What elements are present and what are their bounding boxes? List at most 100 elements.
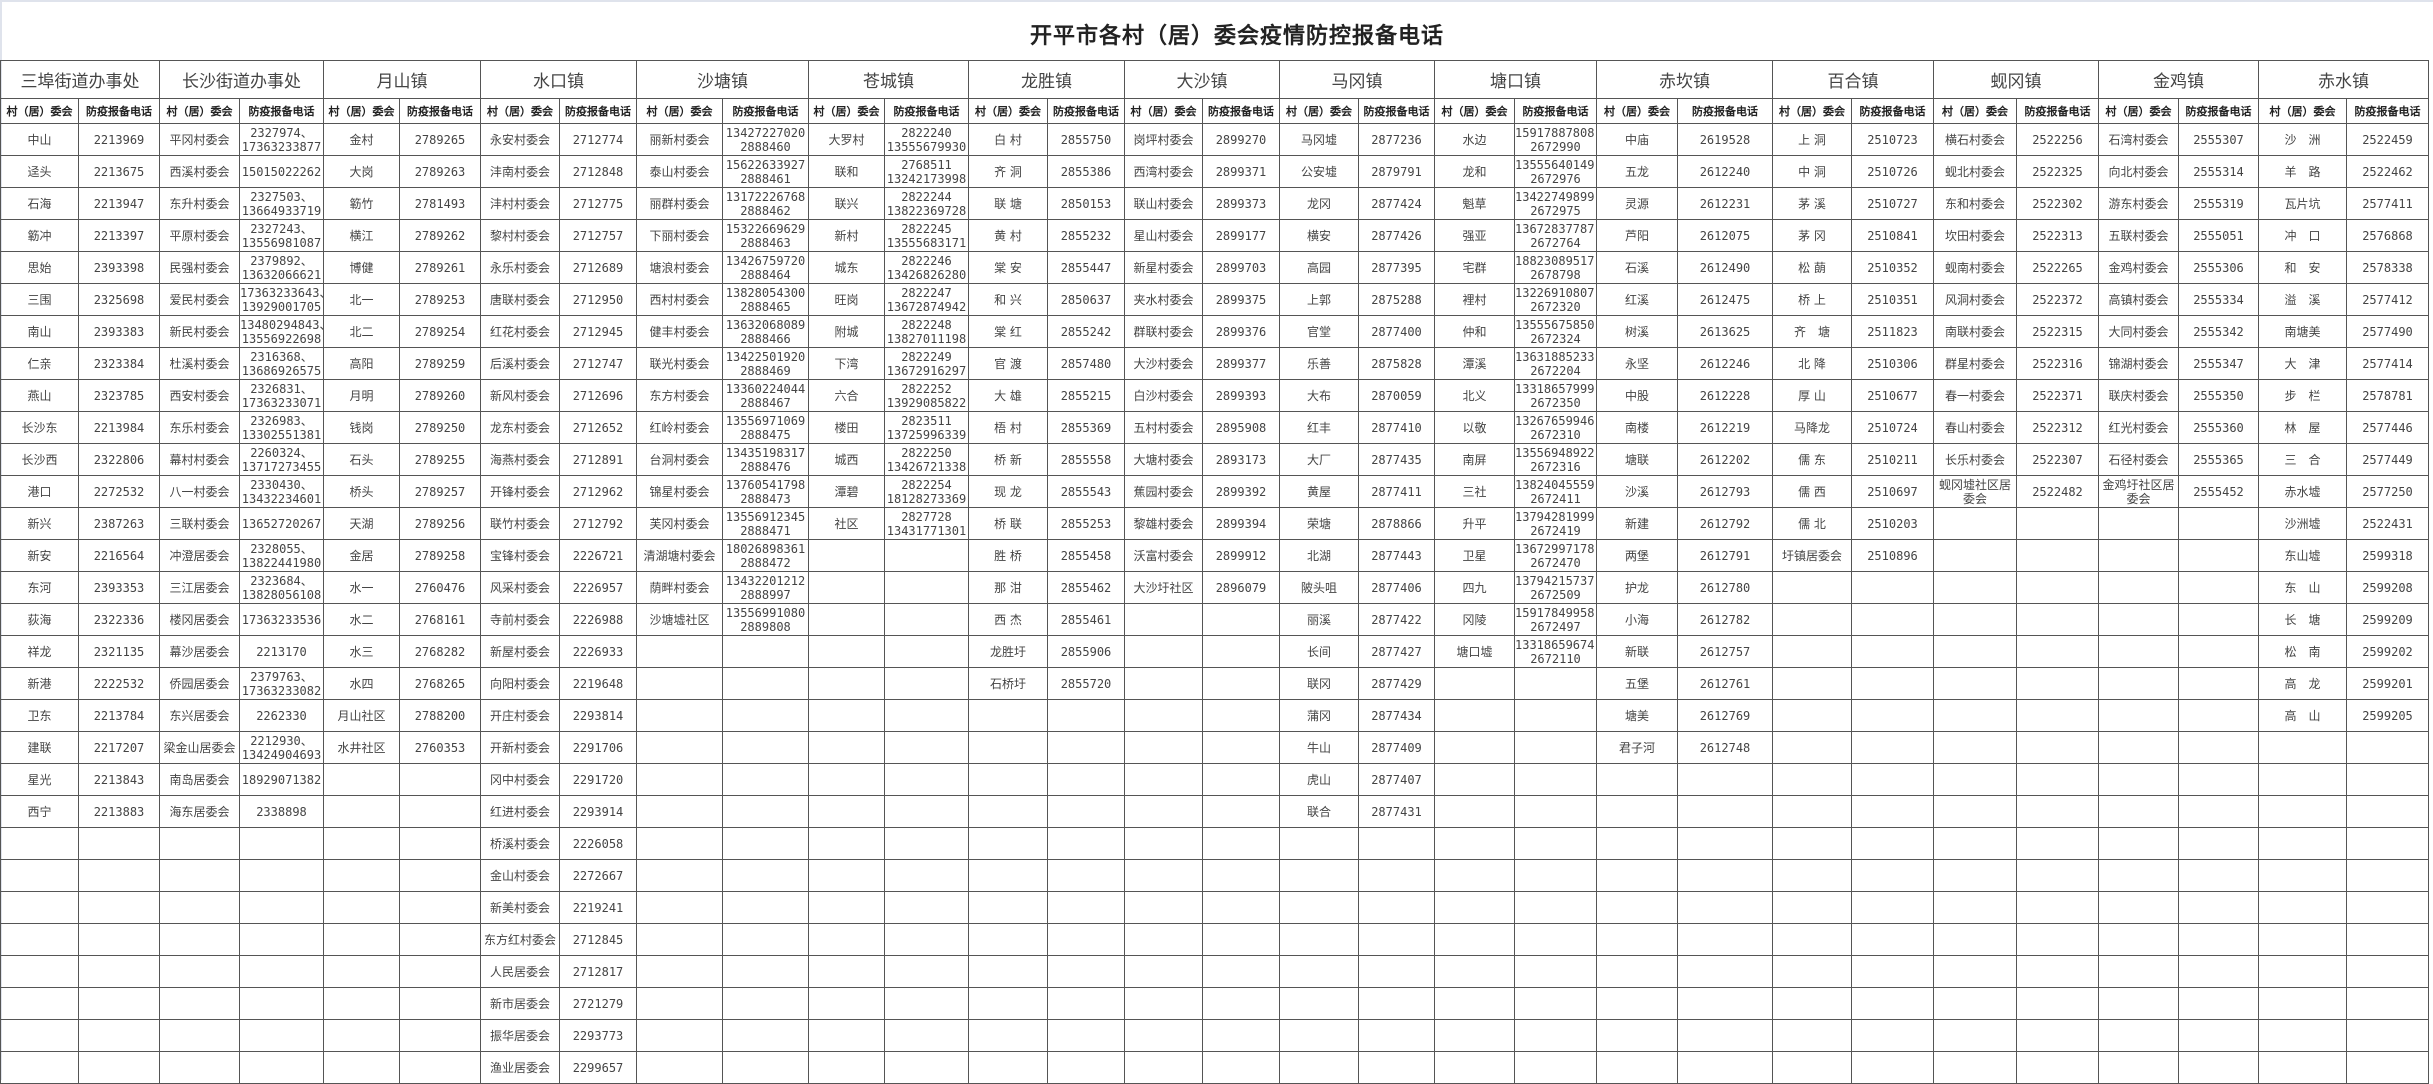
- empty-cell: [1515, 668, 1597, 700]
- empty-cell: [1435, 956, 1515, 988]
- phone-cell: 2612219: [1678, 412, 1773, 444]
- committee-name-cell: 人民居委会: [481, 956, 560, 988]
- phone-cell: 2555334: [2179, 284, 2259, 316]
- empty-cell: [2179, 732, 2259, 764]
- empty-cell: [240, 1052, 324, 1084]
- phone-cell: 2293773: [560, 1020, 637, 1052]
- empty-cell: [1048, 1052, 1125, 1084]
- empty-cell: [1280, 1052, 1359, 1084]
- phone-cell: 2823511 13725996339: [885, 412, 969, 444]
- phone-column-header: 防疫报备电话: [1048, 99, 1125, 124]
- committee-name-cell: 大 雄: [969, 380, 1048, 412]
- phone-cell: 2226933: [560, 636, 637, 668]
- phone-cell: 2577414: [2347, 348, 2429, 380]
- empty-cell: [1852, 668, 1934, 700]
- committee-name-cell: 芙冈村委会: [637, 508, 723, 540]
- phone-cell: 2789258: [400, 540, 481, 572]
- phone-cell: 2789253: [400, 284, 481, 316]
- committee-name-cell: 蒲冈: [1280, 700, 1359, 732]
- phone-cell: 2522265: [2017, 252, 2099, 284]
- committee-name-cell: 锦湖村委会: [2099, 348, 2179, 380]
- empty-cell: [1435, 892, 1515, 924]
- empty-cell: [723, 1020, 809, 1052]
- town-header: 月山镇: [324, 61, 481, 99]
- empty-cell: [2259, 924, 2347, 956]
- committee-name-cell: 新联: [1597, 636, 1678, 668]
- empty-cell: [637, 1052, 723, 1084]
- empty-cell: [324, 860, 400, 892]
- committee-name-cell: 幕村村委会: [160, 444, 240, 476]
- committee-name-cell: 金居: [324, 540, 400, 572]
- empty-cell: [79, 1020, 160, 1052]
- empty-cell: [2179, 924, 2259, 956]
- empty-cell: [1359, 924, 1435, 956]
- committee-name-cell: 卫东: [1, 700, 79, 732]
- phone-column-header: 防疫报备电话: [2347, 99, 2429, 124]
- phone-cell: 13556991080 2889808: [723, 604, 809, 636]
- town-header: 赤坎镇: [1597, 61, 1773, 99]
- empty-cell: [1203, 668, 1280, 700]
- committee-name-cell: 长乐村委会: [1934, 444, 2017, 476]
- phone-cell: 2612757: [1678, 636, 1773, 668]
- empty-cell: [2347, 860, 2429, 892]
- empty-cell: [885, 700, 969, 732]
- empty-cell: [1125, 860, 1203, 892]
- phone-cell: 2899270: [1203, 124, 1280, 156]
- empty-cell: [1515, 860, 1597, 892]
- empty-cell: [2099, 700, 2179, 732]
- phone-cell: 2213883: [79, 796, 160, 828]
- phone-cell: 2577449: [2347, 444, 2429, 476]
- phone-cell: 2393353: [79, 572, 160, 604]
- committee-name-cell: 中庙: [1597, 124, 1678, 156]
- empty-cell: [1934, 924, 2017, 956]
- empty-cell: [2099, 828, 2179, 860]
- phone-cell: 2522316: [2017, 348, 2099, 380]
- committee-name-cell: 厚 山: [1773, 380, 1852, 412]
- empty-cell: [1435, 700, 1515, 732]
- committee-name-cell: 宝锋村委会: [481, 540, 560, 572]
- empty-cell: [2259, 732, 2347, 764]
- committee-name-cell: 爱民村委会: [160, 284, 240, 316]
- committee-name-cell: 水边: [1435, 124, 1515, 156]
- empty-cell: [2179, 700, 2259, 732]
- phone-cell: 2712891: [560, 444, 637, 476]
- phone-column-header: 防疫报备电话: [400, 99, 481, 124]
- committee-name-cell: 马冈墟: [1280, 124, 1359, 156]
- committee-name-cell: 高 龙: [2259, 668, 2347, 700]
- empty-cell: [809, 796, 885, 828]
- empty-cell: [1125, 1020, 1203, 1052]
- committee-name-cell: 潭碧: [809, 476, 885, 508]
- empty-cell: [2347, 956, 2429, 988]
- phone-cell: 2855458: [1048, 540, 1125, 572]
- empty-cell: [969, 988, 1048, 1020]
- phone-cell: 2877424: [1359, 188, 1435, 220]
- empty-cell: [1, 956, 79, 988]
- phone-cell: 2599209: [2347, 604, 2429, 636]
- empty-cell: [723, 636, 809, 668]
- empty-cell: [969, 1052, 1048, 1084]
- empty-cell: [1773, 796, 1852, 828]
- empty-cell: [2099, 668, 2179, 700]
- phone-cell: 2555307: [2179, 124, 2259, 156]
- empty-cell: [2017, 1020, 2099, 1052]
- empty-cell: [1934, 1052, 2017, 1084]
- empty-cell: [2179, 796, 2259, 828]
- phone-cell: 2827728 13431771301: [885, 508, 969, 540]
- empty-cell: [1597, 860, 1678, 892]
- phone-cell: 2510726: [1852, 156, 1934, 188]
- phone-cell: 2712757: [560, 220, 637, 252]
- empty-cell: [1934, 508, 2017, 540]
- empty-cell: [2017, 924, 2099, 956]
- phone-cell: 2877400: [1359, 316, 1435, 348]
- empty-cell: [2179, 764, 2259, 796]
- committee-name-cell: 渔业居委会: [481, 1052, 560, 1084]
- phone-cell: 13760541798 2888473: [723, 476, 809, 508]
- empty-cell: [1280, 860, 1359, 892]
- empty-cell: [1852, 796, 1934, 828]
